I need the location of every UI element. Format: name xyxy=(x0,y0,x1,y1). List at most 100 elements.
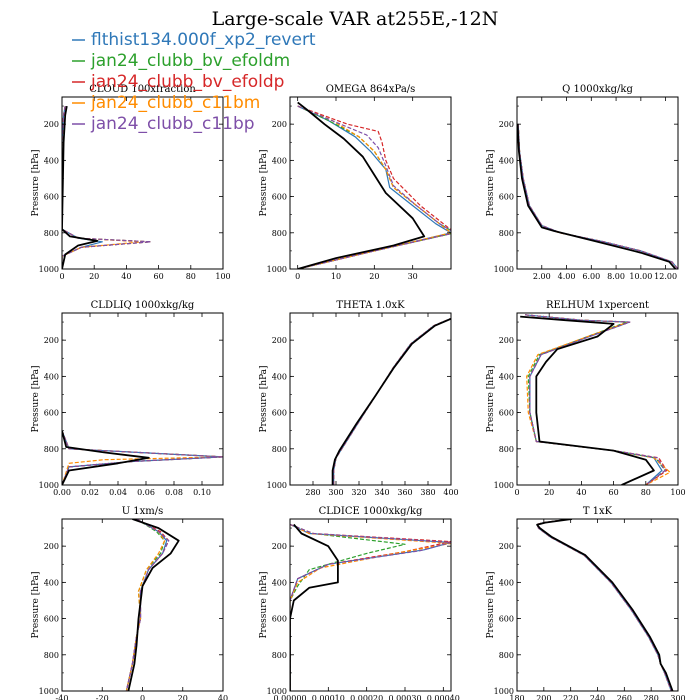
panel-4: THETA 1.0xK 200 400 600 800 1000 280 300 320 340 3… xyxy=(259,300,459,497)
figure-title: Large-scale VAR at255E,-12N xyxy=(212,8,499,30)
series-line-5 xyxy=(331,317,451,485)
xtick-label: 4.00 xyxy=(558,272,576,281)
ytick-label: 400 xyxy=(44,372,59,381)
series-group xyxy=(520,314,671,485)
series-line-1 xyxy=(524,314,666,485)
series-line-5 xyxy=(127,519,180,691)
series-line-4 xyxy=(536,519,672,691)
series-line-3 xyxy=(517,124,678,269)
xtick-label: 0.04 xyxy=(109,488,127,497)
ytick-label: 200 xyxy=(499,120,514,129)
series-line-1 xyxy=(333,317,451,485)
xtick-label: 20 xyxy=(369,272,379,281)
ytick-label: 200 xyxy=(499,542,514,551)
panel-title: CLDICE 1000xkg/kg xyxy=(319,506,423,517)
xtick-label: 20 xyxy=(89,272,99,281)
ytick-label: 1000 xyxy=(267,265,287,274)
ytick-label: 400 xyxy=(499,372,514,381)
xtick-label: 0.10 xyxy=(193,488,211,497)
ytick-label: 200 xyxy=(44,542,59,551)
xtick-label: 60 xyxy=(154,272,164,281)
legend-label: jan24_clubb_c11bp xyxy=(90,114,255,134)
ytick-label: 600 xyxy=(272,193,287,202)
y-axis-label: Pressure [hPa] xyxy=(259,365,269,432)
xtick-label: -20 xyxy=(96,694,109,700)
series-group xyxy=(331,317,451,485)
series-line-3 xyxy=(536,519,672,691)
xtick-label: 380 xyxy=(420,488,435,497)
series-line-4 xyxy=(333,317,451,485)
legend-entry: jan24_clubb_bv_efoldp xyxy=(72,72,284,92)
series-line-5 xyxy=(536,519,674,691)
ytick-label: 400 xyxy=(272,156,287,165)
xtick-label: 0.00 xyxy=(53,488,71,497)
legend-label: flthist134.000f_xp2_revert xyxy=(91,30,316,50)
ytick-label: 800 xyxy=(272,651,287,660)
series-line-3 xyxy=(333,317,451,485)
xtick-label: 340 xyxy=(374,488,389,497)
ytick-label: 1000 xyxy=(267,481,287,490)
panel-1: OMEGA 864xPa/s 200 400 600 800 1000 0 10 20 30 Pre… xyxy=(259,84,452,281)
plot-frame xyxy=(516,518,679,692)
series-line-5 xyxy=(290,523,339,691)
ytick-label: 800 xyxy=(499,651,514,660)
xtick-label: 40 xyxy=(218,694,228,700)
ytick-label: 200 xyxy=(499,336,514,345)
ytick-label: 800 xyxy=(44,445,59,454)
series-line-4 xyxy=(524,314,666,485)
ytick-label: 400 xyxy=(272,372,287,381)
series-line-4 xyxy=(297,105,451,269)
series-line-5 xyxy=(297,101,426,269)
series-line-3 xyxy=(62,430,223,485)
series-line-3 xyxy=(125,519,166,691)
xtick-label: 40 xyxy=(121,272,131,281)
ytick-label: 1000 xyxy=(39,481,59,490)
xtick-label: 100 xyxy=(215,272,230,281)
xtick-label: 30 xyxy=(408,272,418,281)
series-line-4 xyxy=(517,124,678,269)
plot-frame xyxy=(289,96,452,270)
series-line-2 xyxy=(125,519,170,691)
series-group xyxy=(125,519,180,691)
ytick-label: 600 xyxy=(44,615,59,624)
ytick-label: 200 xyxy=(44,120,59,129)
xtick-label: 240 xyxy=(590,694,605,700)
series-line-4 xyxy=(290,523,451,691)
series-line-1 xyxy=(297,105,451,269)
xtick-label: 20 xyxy=(178,694,188,700)
xtick-label: 10 xyxy=(331,272,341,281)
legend-entry: flthist134.000f_xp2_revert xyxy=(72,30,316,50)
ytick-label: 400 xyxy=(44,156,59,165)
panel-7: CLDICE 1000xkg/kg 200 400 600 800 10000.00000… xyxy=(259,506,460,700)
panel-title: RELHUM 1xpercent xyxy=(546,300,649,311)
xtick-label: 12.00 xyxy=(654,272,677,281)
ytick-label: 1000 xyxy=(267,687,287,696)
y-axis-label: Pressure [hPa] xyxy=(486,149,496,216)
series-line-5 xyxy=(62,430,150,485)
plot-frame xyxy=(516,96,679,270)
series-line-4 xyxy=(125,519,170,691)
plot-frame xyxy=(516,312,679,486)
legend-label: jan24_clubb_bv_efoldp xyxy=(90,72,284,92)
ytick-label: 800 xyxy=(272,229,287,238)
xtick-label: 320 xyxy=(351,488,366,497)
series-line-0 xyxy=(524,314,663,485)
ytick-label: 800 xyxy=(272,445,287,454)
ytick-label: 1000 xyxy=(39,265,59,274)
series-group xyxy=(290,523,451,691)
ytick-label: 800 xyxy=(499,445,514,454)
y-axis-label: Pressure [hPa] xyxy=(31,571,41,638)
xtick-label: 200 xyxy=(536,694,551,700)
plot-frame xyxy=(289,518,452,692)
plot-frame xyxy=(289,312,452,486)
ytick-label: 600 xyxy=(272,409,287,418)
panel-title: OMEGA 864xPa/s xyxy=(326,84,416,95)
ytick-label: 600 xyxy=(499,615,514,624)
legend-label: jan24_clubb_bv_efoldm xyxy=(90,51,290,71)
xtick-label: 0.02 xyxy=(81,488,99,497)
series-line-1 xyxy=(290,523,406,691)
